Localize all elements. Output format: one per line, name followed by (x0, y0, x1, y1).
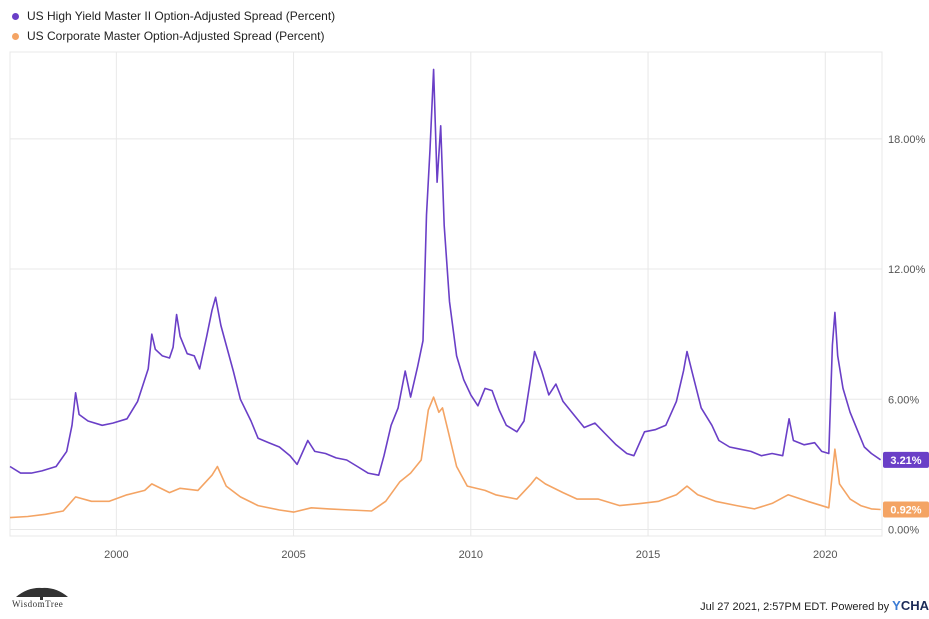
x-tick-label: 2015 (636, 549, 660, 561)
y-tick-label: 12.00% (888, 264, 926, 276)
legend-swatch-corporate (12, 32, 19, 40)
powered-by-label: Powered by (831, 601, 890, 613)
ycharts-brand-y: Y (892, 598, 901, 613)
chart-legend: US High Yield Master II Option-Adjusted … (12, 6, 335, 46)
last-value-badge (883, 501, 929, 518)
legend-swatch-high-yield (12, 12, 19, 20)
series-line-corporate (9, 396, 881, 519)
legend-label-high-yield: US High Yield Master II Option-Adjusted … (27, 9, 336, 23)
timestamp: Jul 27 2021, 2:57PM EDT. (700, 601, 828, 613)
x-tick-label: 2005 (281, 549, 305, 561)
chart-footer: Jul 27 2021, 2:57PM EDT. Powered by YCHA (700, 598, 929, 613)
last-value-label: 3.21% (890, 455, 921, 467)
legend-label-corporate: US Corporate Master Option-Adjusted Spre… (27, 29, 325, 43)
x-tick-label: 2010 (459, 549, 483, 561)
logo-text: WisdomTree (12, 599, 64, 609)
tree-icon (16, 587, 68, 600)
ycharts-brand[interactable]: YCHA (892, 598, 929, 613)
legend-item-corporate[interactable]: US Corporate Master Option-Adjusted Spre… (12, 26, 335, 46)
y-tick-label: 6.00% (888, 394, 919, 406)
series-line-high-yield (9, 68, 882, 476)
last-value-label: 0.92% (890, 505, 921, 517)
wisdomtree-logo: WisdomTree (12, 585, 92, 613)
ycharts-brand-rest: CHA (900, 598, 929, 613)
x-tick-label: 2000 (104, 549, 128, 561)
x-tick-label: 2020 (813, 549, 837, 561)
y-tick-label: 18.00% (888, 134, 926, 146)
plot-area (9, 51, 883, 537)
last-value-badge (883, 451, 929, 468)
legend-item-high-yield[interactable]: US High Yield Master II Option-Adjusted … (12, 6, 335, 26)
y-tick-label: 0.00% (888, 524, 919, 536)
